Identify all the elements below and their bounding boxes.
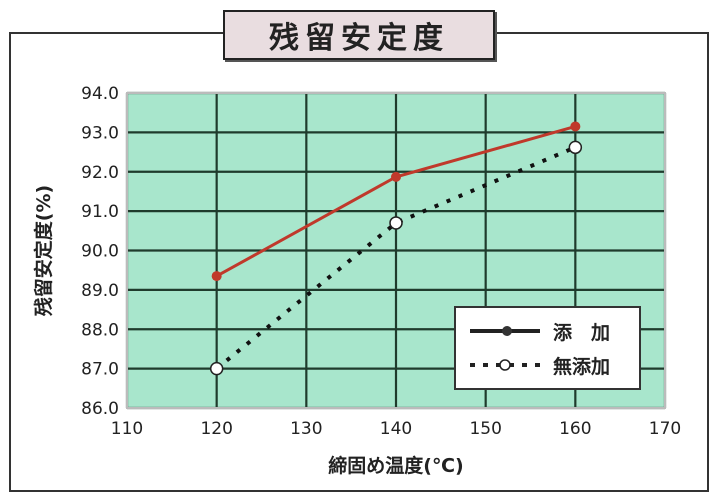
data-point-no-additive [389, 216, 403, 230]
data-point-additive [570, 121, 581, 132]
chart-title: 残留安定度 [223, 10, 495, 60]
y-tick-label: 90.0 [81, 242, 119, 262]
y-tick-label: 89.0 [81, 281, 119, 301]
data-point-additive [391, 171, 401, 182]
legend-marker-additive [502, 326, 512, 336]
data-point-no-additive [568, 140, 583, 155]
x-tick-label: 110 [111, 419, 143, 439]
y-tick-label: 86.0 [81, 399, 119, 419]
y-tick-label: 92.0 [81, 163, 119, 183]
x-axis-label: 締固め温度(℃) [328, 454, 463, 477]
y-tick-label: 88.0 [81, 320, 119, 340]
legend-label-additive: 添 加 [553, 321, 610, 344]
x-tick-label: 120 [200, 419, 232, 439]
x-tick-label: 170 [649, 419, 681, 439]
legend-box [454, 306, 641, 390]
x-tick-label: 160 [559, 419, 591, 439]
data-point-no-additive [209, 361, 224, 376]
y-tick-label: 93.0 [81, 123, 119, 143]
x-tick-label: 140 [380, 419, 412, 439]
x-tick-label: 150 [469, 419, 501, 439]
y-tick-label: 87.0 [81, 360, 119, 380]
legend-label-no-additive: 無添加 [553, 355, 610, 378]
x-tick-label: 130 [290, 419, 322, 439]
y-tick-label: 91.0 [81, 202, 119, 222]
plot-border [126, 92, 666, 409]
data-point-additive [211, 271, 222, 282]
y-axis-label: 残留安定度(%) [32, 185, 55, 316]
legend-marker-no-additive [499, 359, 511, 371]
y-tick-label: 94.0 [81, 84, 119, 104]
